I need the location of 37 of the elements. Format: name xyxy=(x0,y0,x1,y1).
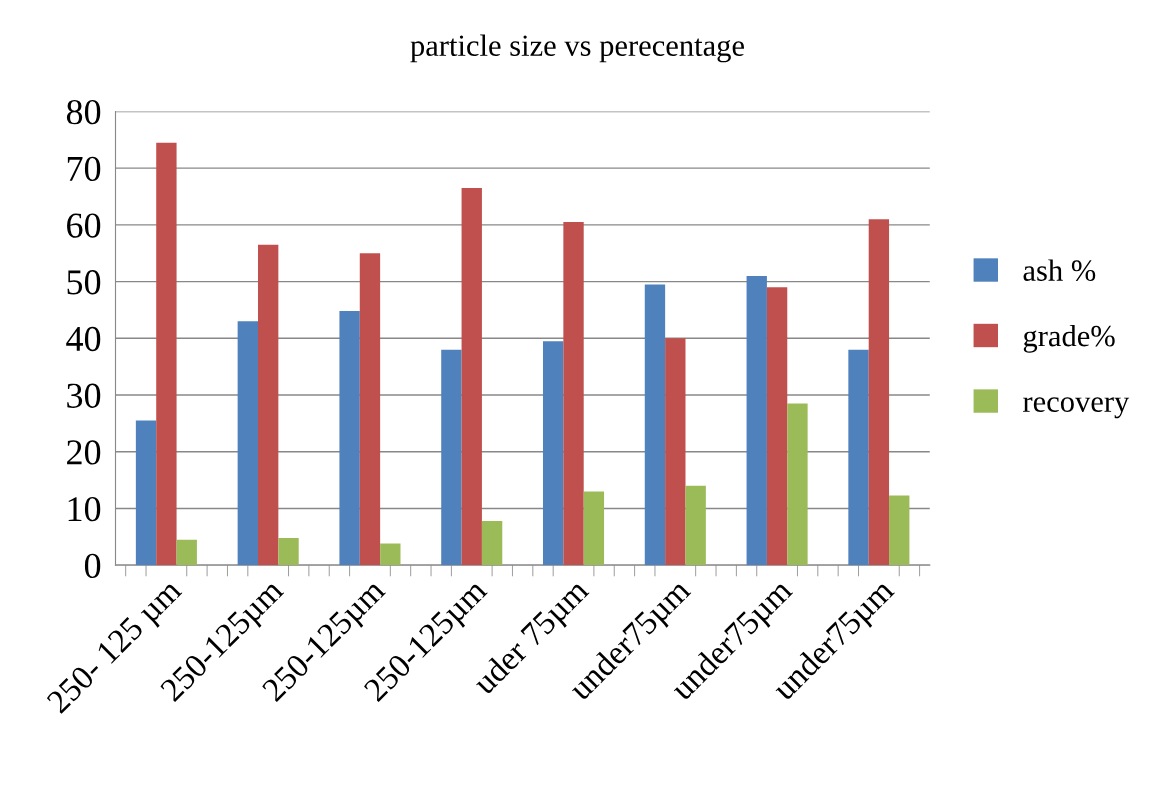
y-tick-label: 30 xyxy=(67,383,101,408)
bar xyxy=(685,485,706,566)
bar xyxy=(237,321,258,566)
bar xyxy=(644,284,666,566)
bar xyxy=(848,349,869,566)
chart-title: particle size vs perecentage xyxy=(410,34,744,63)
y-tick-label: 60 xyxy=(67,213,101,238)
bar xyxy=(156,142,177,566)
bar xyxy=(380,543,401,566)
y-tick-label: 50 xyxy=(67,270,101,295)
legend-label: grade% xyxy=(1023,324,1115,353)
bar xyxy=(135,420,157,566)
bar xyxy=(766,287,788,566)
bar xyxy=(258,244,279,566)
y-tick-label: 40 xyxy=(66,326,101,352)
bar xyxy=(359,253,381,566)
bar xyxy=(746,275,767,566)
bar xyxy=(278,537,299,566)
y-tick-label: 70 xyxy=(67,156,101,182)
bar xyxy=(339,311,360,566)
y-tick-label: 20 xyxy=(67,440,101,465)
bar xyxy=(583,491,605,566)
bar xyxy=(563,222,584,566)
y-tick-label: 80 xyxy=(66,99,101,125)
bar xyxy=(441,349,462,566)
y-tick-label: 10 xyxy=(68,496,101,522)
bar xyxy=(461,188,482,566)
bar xyxy=(868,219,890,566)
bar xyxy=(665,338,686,566)
legend-label: ash % xyxy=(1023,259,1096,282)
y-tick-label: 0 xyxy=(84,553,101,579)
bar xyxy=(889,495,910,566)
bar xyxy=(176,539,197,566)
legend-label: recovery xyxy=(1023,397,1130,419)
bar xyxy=(787,403,808,566)
bar xyxy=(481,520,503,566)
bar xyxy=(542,341,564,566)
